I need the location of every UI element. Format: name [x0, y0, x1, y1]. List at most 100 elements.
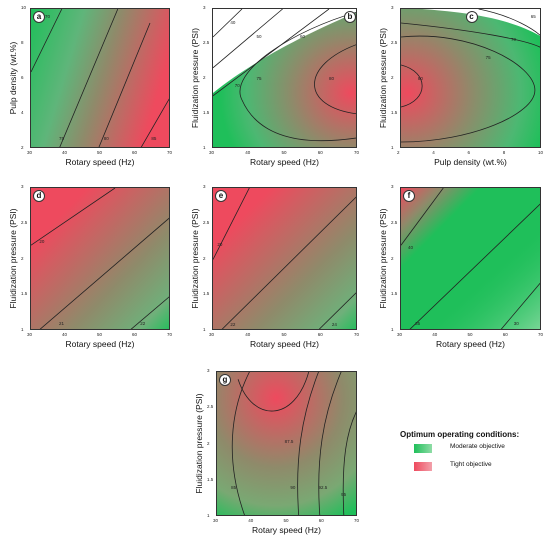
contour-label: 24	[331, 322, 337, 328]
plot-area: 40 50 60 70 75 80 b	[212, 8, 357, 148]
contour-label: 87.5	[284, 438, 294, 444]
contour-plot	[213, 9, 356, 147]
contour-line	[31, 9, 63, 73]
chart-panel-c: 65 70 75 80 c 2 4 6 8 10 1 1.5 2 2.5 3 Pulp density (wt…	[378, 5, 543, 167]
contour-line	[213, 9, 243, 38]
chart-panel-e: 20 22 24 e 30 40 50 60 70 1 1.5 2 2.5 3 Rotary speed (…	[190, 184, 359, 349]
contour-label: 40	[230, 20, 236, 25]
x-tick-label: 50	[97, 332, 103, 337]
contour-line	[31, 188, 116, 246]
plot-area: 70 75 80 85 a	[30, 8, 170, 148]
contour-label: 65	[530, 14, 536, 20]
contour-label: 70	[234, 83, 240, 88]
x-tick-label: 40	[245, 150, 251, 155]
x-tick-label: 8	[502, 150, 506, 155]
contour-label: 20	[39, 239, 45, 245]
contour-line	[140, 98, 169, 147]
contour-line	[39, 217, 169, 329]
y-axis-label: Fluidization pressure (PSI)	[190, 27, 200, 129]
contour-line	[130, 296, 169, 329]
contour-line	[401, 64, 423, 108]
contour-label: 75	[256, 76, 262, 81]
plot-area: 40 35 30 f	[400, 187, 541, 330]
x-tick-label: 50	[283, 518, 289, 523]
contour-label: 70	[45, 14, 51, 20]
legend-swatch-tight	[414, 462, 432, 471]
y-tick-label: 6	[21, 75, 24, 80]
panel-letter: g	[219, 374, 231, 386]
x-axis-label: Rotary speed (Hz)	[252, 525, 321, 535]
x-tick-label: 70	[167, 150, 173, 155]
panel-letter: d	[33, 190, 45, 202]
y-tick-label: 1.5	[203, 291, 210, 297]
x-tick-label: 30	[397, 332, 403, 337]
chart-panel-g: 85 87.5 90 92.5 95 g 30 40 50 60 70 1 1.5 2 2.5 3 Rotary…	[194, 368, 359, 535]
x-tick-label: 30	[209, 150, 215, 155]
contour-label: 50	[256, 34, 262, 39]
contour-line	[237, 372, 310, 412]
x-axis-label: Rotary speed (Hz)	[436, 339, 505, 349]
contour-line	[318, 292, 356, 329]
x-tick-label: 60	[318, 518, 324, 523]
x-tick-label: 40	[432, 332, 438, 337]
y-tick-label: 2	[21, 255, 24, 261]
contour-label: 85	[151, 136, 157, 142]
x-tick-label: 60	[502, 332, 508, 337]
contour-line	[401, 22, 540, 48]
x-tick-label: 70	[538, 332, 544, 337]
legend: Optimum operating conditions: Moderate o…	[400, 430, 550, 475]
x-tick-label: 60	[317, 332, 323, 337]
contour-line	[401, 188, 444, 246]
y-tick-label: 4	[21, 110, 24, 115]
plot-area: 20 21 22 d	[30, 187, 170, 330]
x-tick-label: 70	[354, 518, 360, 523]
y-axis-label: Fluidization pressure (PSI)	[378, 27, 388, 129]
contour-line	[314, 44, 356, 115]
contour-line	[401, 35, 536, 143]
contour-label: 95	[341, 492, 347, 498]
contour-line	[213, 9, 330, 97]
x-tick-label: 10	[538, 150, 544, 155]
y-tick-label: 1	[21, 327, 24, 332]
contour-label: 80	[103, 136, 109, 142]
y-tick-label: 2.5	[391, 40, 398, 45]
y-tick-label: 3	[203, 184, 206, 189]
contour-label: 75	[485, 55, 491, 60]
y-tick-label: 1.5	[391, 291, 398, 297]
panel-letter: e	[215, 190, 227, 202]
white-region	[213, 9, 356, 93]
x-tick-label: 6	[467, 150, 471, 155]
y-axis-label: Pulp density (wt.%)	[8, 41, 18, 115]
x-tick-label: 70	[167, 332, 173, 337]
contour-label: 40	[408, 245, 414, 251]
x-tick-label: 50	[281, 150, 287, 155]
contour-label: 22	[230, 322, 236, 328]
x-tick-label: 30	[209, 332, 215, 337]
y-tick-label: 2.5	[203, 219, 210, 225]
y-tick-label: 1	[207, 513, 210, 518]
contour-line	[213, 188, 250, 260]
x-tick-label: 60	[132, 332, 138, 337]
panel-letter: f	[403, 190, 415, 202]
contour-label: 90	[290, 485, 296, 490]
y-tick-label: 8	[21, 40, 24, 45]
contour-plot	[401, 188, 540, 329]
y-tick-label: 2	[203, 75, 206, 80]
plot-area: 85 87.5 90 92.5 95 g	[216, 371, 357, 516]
x-tick-label: 30	[27, 150, 33, 155]
contour-line	[500, 282, 540, 329]
surface-fill	[31, 188, 169, 329]
x-axis-label: Pulp density (wt.%)	[434, 157, 507, 167]
panel-letter: b	[344, 11, 356, 23]
x-tick-label: 30	[213, 518, 219, 523]
y-axis-label: Fluidization pressure (PSI)	[194, 393, 204, 494]
y-tick-label: 2.5	[21, 219, 28, 225]
plot-area: 20 22 24 e	[212, 187, 357, 330]
contour-plot	[31, 9, 169, 147]
y-tick-label: 2	[207, 440, 210, 446]
y-axis-label: Fluidization pressure (PSI)	[8, 208, 18, 309]
legend-item-tight: Tight objective	[400, 461, 550, 475]
contour-plot	[401, 9, 540, 147]
surface-fill	[401, 9, 540, 147]
legend-item-moderate: Moderate objective	[400, 443, 550, 457]
